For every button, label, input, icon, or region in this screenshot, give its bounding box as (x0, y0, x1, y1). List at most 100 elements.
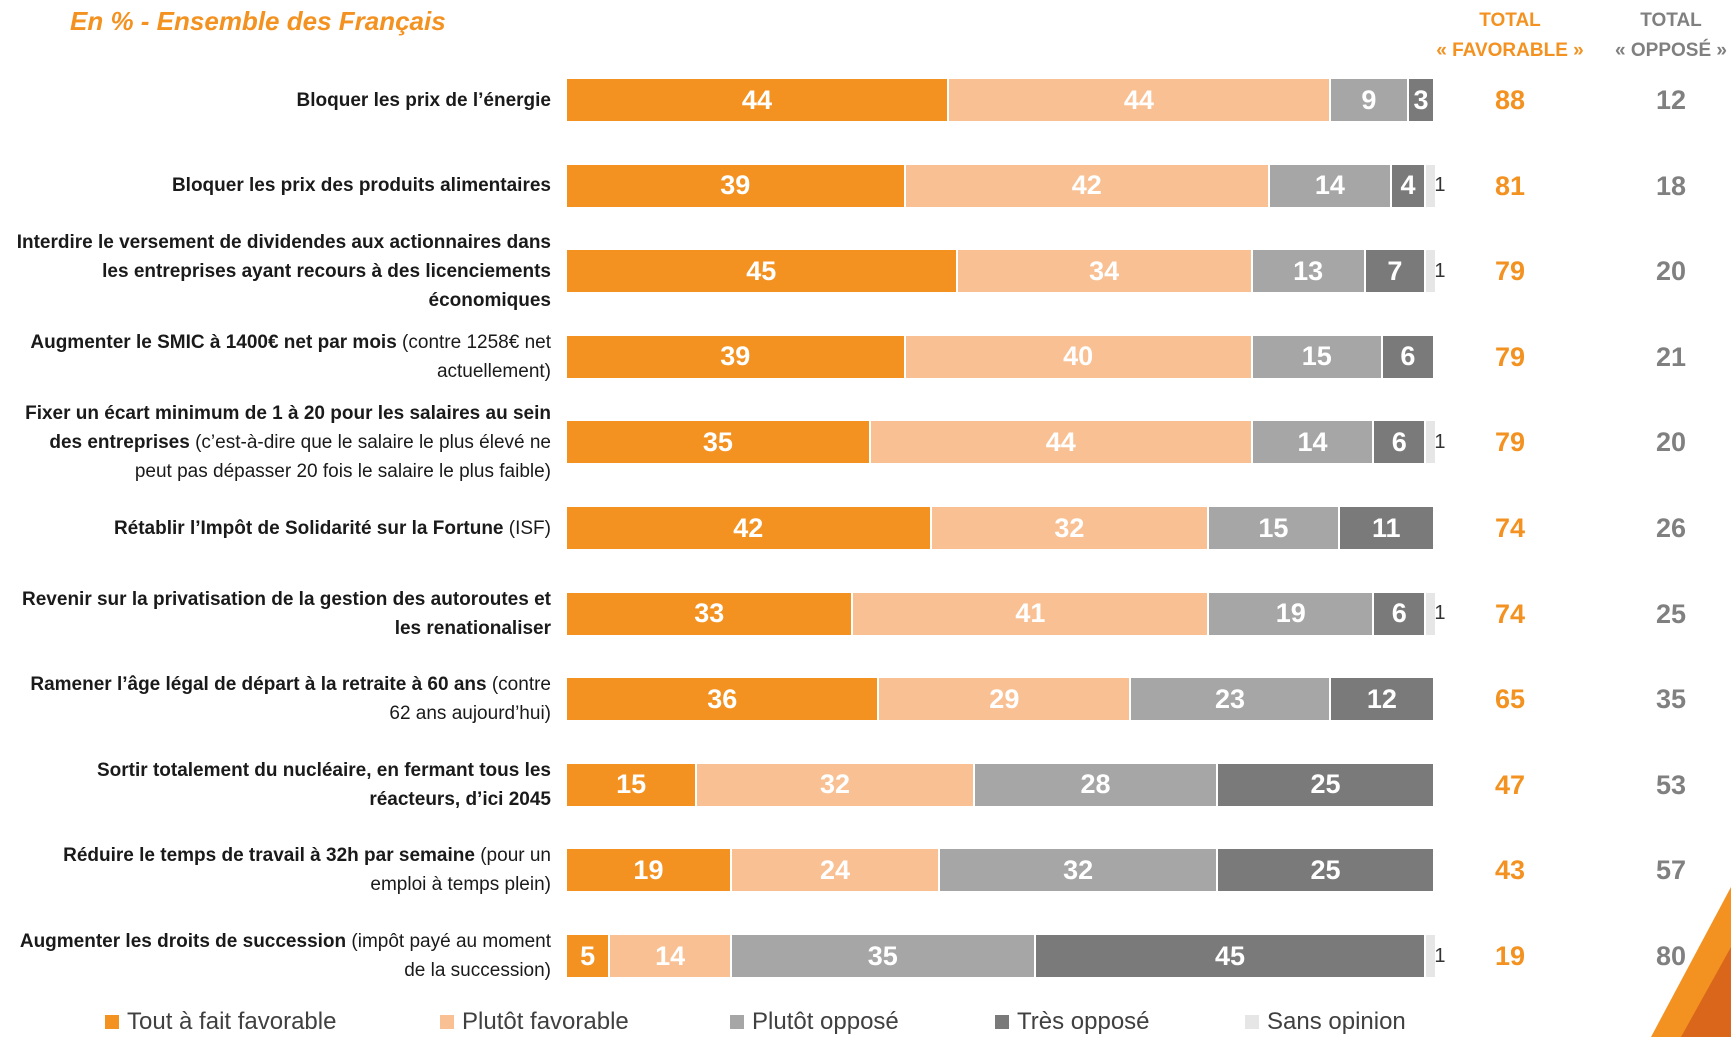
data-label: 35 (702, 426, 733, 457)
row-label: Bloquer les prix de l’énergie (8, 55, 551, 145)
total-oppose: 20 (1655, 256, 1687, 287)
legend-swatch (995, 1015, 1009, 1029)
legend-item: Plutôt favorable (440, 1008, 629, 1036)
row-label-bold: Interdire le versement de dividendes aux… (16, 231, 551, 311)
data-label: 15 (1301, 341, 1332, 372)
data-label-sans-opinion: 1 (1434, 174, 1446, 197)
total-oppose: 20 (1655, 427, 1687, 458)
column-header-favorable: TOTAL « FAVORABLE » (1425, 6, 1595, 66)
data-label: 13 (1293, 255, 1324, 286)
chart-subtitle: En % - Ensemble des Français (70, 6, 446, 36)
data-label: 15 (616, 769, 647, 800)
data-label: 15 (1258, 512, 1289, 543)
bar-segment-plutot-favorable: 32 (931, 507, 1210, 549)
legend-item: Tout à fait favorable (105, 1008, 336, 1036)
bar-segment-plutot-favorable: 29 (879, 678, 1132, 721)
legend-item: Très opposé (995, 1008, 1150, 1036)
row-label-bold: Rétablir l’Impôt de Solidarité sur la Fo… (113, 517, 504, 539)
row-label: Sortir totalement du nucléaire, en ferma… (8, 740, 551, 830)
data-label: 42 (1071, 170, 1102, 201)
data-label: 24 (820, 854, 851, 885)
bar-segment-plutot-favorable: 32 (697, 763, 975, 806)
data-label: 44 (1123, 84, 1154, 115)
bar-segment-tres-oppose: 6 (1374, 592, 1427, 635)
data-label: 45 (1214, 940, 1246, 971)
data-label-sans-opinion: 1 (1434, 602, 1446, 625)
column-header-favorable-line1: TOTAL (1479, 10, 1541, 31)
data-label: 29 (989, 683, 1020, 714)
total-oppose: 21 (1655, 341, 1687, 372)
data-label: 19 (1275, 598, 1306, 629)
total-oppose: 53 (1655, 769, 1687, 800)
row-label-bold: Bloquer les prix des produits alimentair… (171, 175, 551, 197)
total-favorable: 74 (1494, 513, 1526, 543)
bar-segment-sans-opinion (1426, 935, 1435, 977)
bar-segment-plutot-favorable: 42 (905, 164, 1271, 207)
row-label-detail: (ISF) (503, 517, 551, 539)
legend-swatch (730, 1015, 744, 1029)
bar-segment-plutot-oppose: 9 (1330, 79, 1409, 121)
row-label-text: Bloquer les prix de l’énergie (8, 86, 551, 115)
bar-segment-sans-opinion (1426, 164, 1435, 207)
total-oppose: 26 (1655, 513, 1687, 543)
data-label: 25 (1310, 769, 1341, 800)
legend-label: Tout à fait favorable (127, 1008, 337, 1035)
bar-segment-tout-a-fait-favorable: 42 (567, 507, 932, 549)
bar-segment-tres-oppose: 6 (1374, 421, 1427, 464)
bar-segment-tres-oppose: 25 (1218, 763, 1435, 806)
legend-label: Sans opinion (1267, 1008, 1406, 1035)
legend-label: Plutôt favorable (462, 1008, 629, 1035)
total-oppose: 25 (1655, 598, 1687, 629)
bar-segment-tout-a-fait-favorable: 45 (567, 250, 958, 293)
row-label-text: Réduire le temps de travail à 32h par se… (8, 841, 551, 899)
legend-item: Sans opinion (1245, 1008, 1406, 1036)
row-label: Revenir sur la privatisation de la gesti… (8, 569, 551, 659)
bar-segment-tres-oppose: 6 (1382, 335, 1435, 378)
legend-item: Plutôt opposé (730, 1008, 899, 1036)
data-label: 6 (1391, 426, 1407, 457)
row-label-bold: Augmenter le SMIC à 1400€ net par mois (30, 331, 397, 353)
row-label-bold: Réduire le temps de travail à 32h par se… (63, 845, 475, 867)
legend-swatch (105, 1015, 119, 1029)
bar-segment-tout-a-fait-favorable: 33 (567, 592, 854, 635)
total-oppose: 80 (1655, 941, 1687, 971)
total-favorable: 74 (1494, 598, 1526, 629)
legend-swatch (440, 1015, 454, 1029)
bar-segment-plutot-favorable: 44 (870, 421, 1253, 464)
data-label: 11 (1371, 512, 1401, 543)
total-oppose: 18 (1655, 170, 1687, 201)
row-label-text: Fixer un écart minimum de 1 à 20 pour le… (8, 399, 551, 486)
total-favorable: 47 (1494, 769, 1526, 800)
bar-segment-tout-a-fait-favorable: 39 (567, 164, 906, 207)
data-label: 4 (1400, 170, 1416, 201)
data-label: 39 (720, 170, 751, 201)
row-label-bold: Revenir sur la privatisation de la gesti… (22, 588, 551, 639)
bar-segment-tres-oppose: 3 (1408, 79, 1435, 121)
data-label: 32 (1054, 512, 1085, 543)
row-label: Bloquer les prix des produits alimentair… (8, 141, 551, 231)
row-label-detail: (c’est-à-dire que le salaire le plus éle… (134, 431, 551, 482)
bar-segment-tres-oppose: 11 (1339, 507, 1435, 549)
row-label-bold: Fixer un écart minimum de 1 à 20 pour le… (25, 402, 551, 453)
data-label: 40 (1063, 341, 1094, 372)
data-label: 14 (1314, 170, 1345, 201)
row-label-text: Rétablir l’Impôt de Solidarité sur la Fo… (8, 514, 551, 543)
data-label: 45 (746, 255, 777, 286)
bar-segment-tres-oppose: 4 (1391, 164, 1427, 207)
bar-segment-plutot-oppose: 19 (1209, 592, 1375, 635)
row-label-text: Revenir sur la privatisation de la gesti… (8, 585, 551, 643)
row-label-detail: (contre 1258€ net actuellement) (396, 331, 551, 382)
bar-segment-plutot-favorable: 34 (957, 250, 1253, 293)
total-favorable: 79 (1494, 256, 1526, 287)
row-label-text: Augmenter les droits de succession (impô… (8, 927, 551, 985)
bar-segment-tres-oppose: 12 (1330, 678, 1435, 721)
bar-segment-plutot-oppose: 14 (1270, 164, 1392, 207)
total-oppose: 35 (1655, 684, 1687, 715)
data-label: 44 (1045, 426, 1076, 457)
bar-segment-tres-oppose: 25 (1218, 849, 1435, 892)
row-label-text: Bloquer les prix des produits alimentair… (8, 171, 551, 200)
bar-segment-plutot-oppose: 28 (974, 763, 1218, 806)
data-label: 42 (733, 512, 764, 543)
data-label: 19 (633, 854, 664, 885)
column-header-favorable-line2: « FAVORABLE » (1436, 40, 1584, 61)
